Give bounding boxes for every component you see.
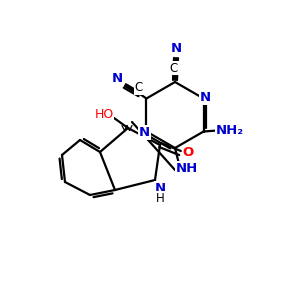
Text: C: C — [170, 61, 178, 74]
Text: N: N — [200, 91, 211, 104]
Text: N: N — [170, 41, 182, 55]
Text: C: C — [134, 81, 142, 94]
Text: N: N — [139, 126, 150, 139]
Text: O: O — [182, 146, 194, 160]
Text: NH₂: NH₂ — [215, 124, 244, 137]
Text: H: H — [156, 191, 164, 205]
Text: N: N — [154, 182, 166, 194]
Text: NH: NH — [176, 161, 198, 175]
Text: N: N — [112, 73, 123, 85]
Text: HO: HO — [94, 107, 114, 121]
